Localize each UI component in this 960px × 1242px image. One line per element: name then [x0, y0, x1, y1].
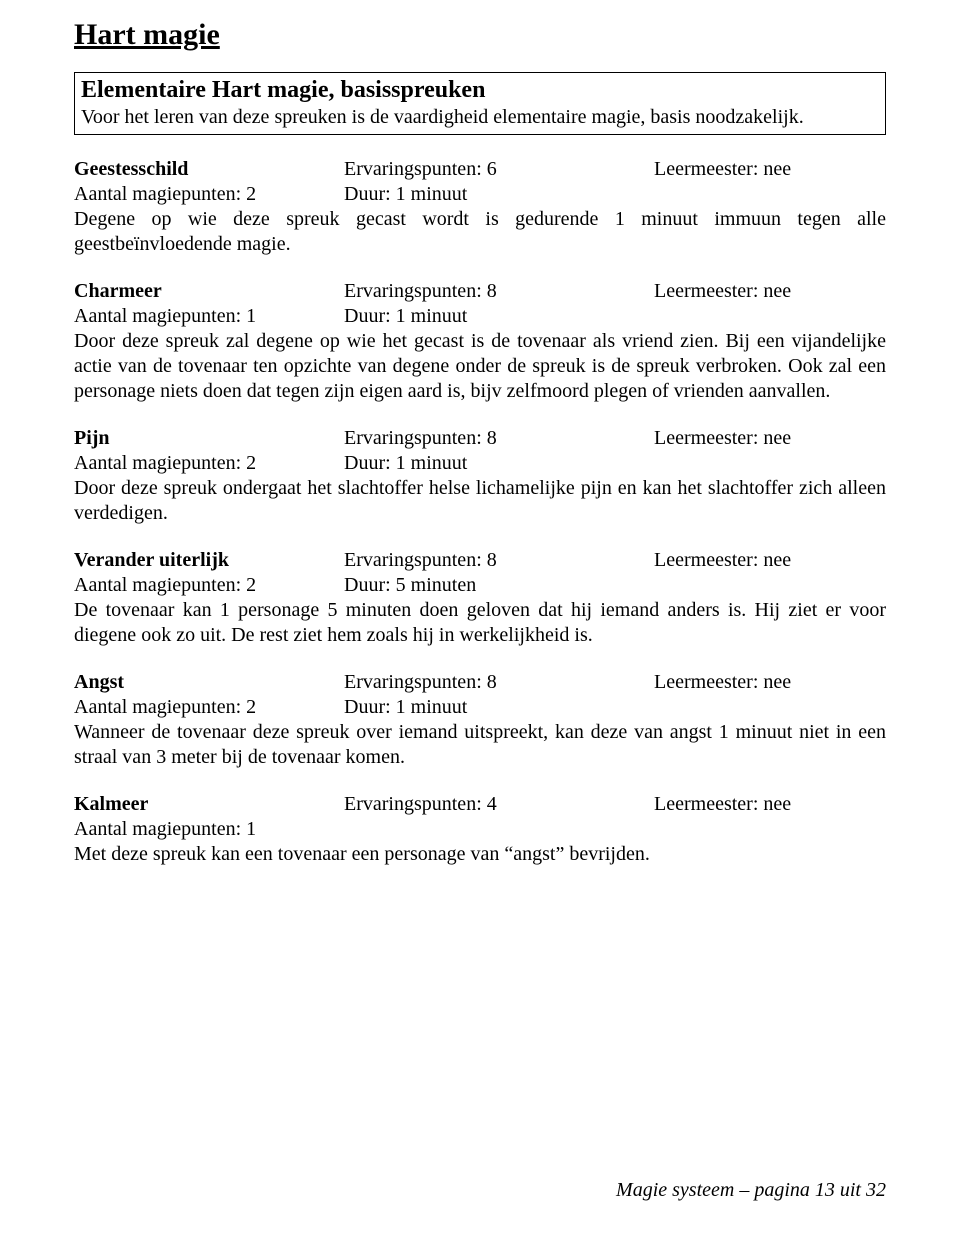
spell-duration: Duur: 1 minuut — [344, 451, 654, 476]
document-page: Hart magie Elementaire Hart magie, basis… — [0, 0, 960, 1242]
spell-duration: Duur: 1 minuut — [344, 304, 654, 329]
spell-learn: Leermeester: nee — [654, 157, 886, 182]
spell-xp: Ervaringspunten: 8 — [344, 279, 654, 304]
spell-learn: Leermeester: nee — [654, 279, 886, 304]
spell-mp: Aantal magiepunten: 1 — [74, 304, 344, 329]
spell-name: Kalmeer — [74, 792, 344, 817]
spell-learn: Leermeester: nee — [654, 426, 886, 451]
page-footer: Magie systeem – pagina 13 uit 32 — [616, 1179, 886, 1202]
spell-name: Angst — [74, 670, 344, 695]
spell-name: Geestesschild — [74, 157, 344, 182]
spell-block: Kalmeer Ervaringspunten: 4 Leermeester: … — [74, 792, 886, 867]
spell-xp: Ervaringspunten: 8 — [344, 670, 654, 695]
spell-mp: Aantal magiepunten: 1 — [74, 817, 344, 842]
spell-xp: Ervaringspunten: 8 — [344, 426, 654, 451]
spell-duration: Duur: 1 minuut — [344, 182, 654, 207]
spell-duration: Duur: 1 minuut — [344, 695, 654, 720]
spell-description: Met deze spreuk kan een tovenaar een per… — [74, 842, 886, 867]
spell-learn: Leermeester: nee — [654, 548, 886, 573]
spell-learn: Leermeester: nee — [654, 792, 886, 817]
spell-duration: Duur: 5 minuten — [344, 573, 654, 598]
spell-description: Degene op wie deze spreuk gecast wordt i… — [74, 207, 886, 257]
spell-block: Charmeer Ervaringspunten: 8 Leermeester:… — [74, 279, 886, 404]
spell-description: Door deze spreuk ondergaat het slachtoff… — [74, 476, 886, 526]
spell-block: Verander uiterlijk Ervaringspunten: 8 Le… — [74, 548, 886, 648]
intro-title: Elementaire Hart magie, basisspreuken — [81, 75, 879, 105]
spell-block: Geestesschild Ervaringspunten: 6 Leermee… — [74, 157, 886, 257]
spell-name: Charmeer — [74, 279, 344, 304]
spell-block: Angst Ervaringspunten: 8 Leermeester: ne… — [74, 670, 886, 770]
spell-duration — [344, 817, 654, 842]
spell-mp: Aantal magiepunten: 2 — [74, 695, 344, 720]
spell-block: Pijn Ervaringspunten: 8 Leermeester: nee… — [74, 426, 886, 526]
spell-description: De tovenaar kan 1 personage 5 minuten do… — [74, 598, 886, 648]
spell-xp: Ervaringspunten: 8 — [344, 548, 654, 573]
spell-mp: Aantal magiepunten: 2 — [74, 451, 344, 476]
spell-xp: Ervaringspunten: 6 — [344, 157, 654, 182]
intro-box: Elementaire Hart magie, basisspreuken Vo… — [74, 72, 886, 135]
spell-description: Wanneer de tovenaar deze spreuk over iem… — [74, 720, 886, 770]
spell-description: Door deze spreuk zal degene op wie het g… — [74, 329, 886, 404]
spell-name: Verander uiterlijk — [74, 548, 344, 573]
spell-mp: Aantal magiepunten: 2 — [74, 573, 344, 598]
intro-text: Voor het leren van deze spreuken is de v… — [81, 105, 879, 130]
spell-learn: Leermeester: nee — [654, 670, 886, 695]
page-title: Hart magie — [74, 18, 886, 52]
spell-mp: Aantal magiepunten: 2 — [74, 182, 344, 207]
spell-xp: Ervaringspunten: 4 — [344, 792, 654, 817]
spell-name: Pijn — [74, 426, 344, 451]
